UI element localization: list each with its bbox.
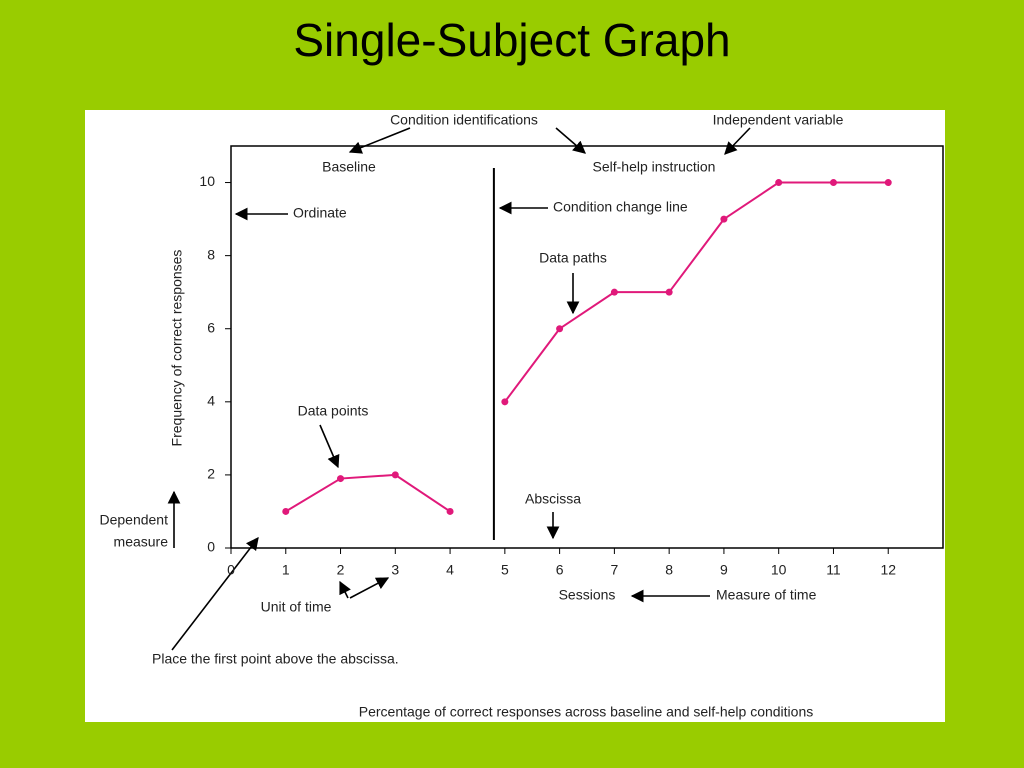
slide-title: Single-Subject Graph <box>293 14 730 66</box>
y-tick-label: 8 <box>207 246 215 262</box>
y-tick-label: 0 <box>207 539 215 555</box>
annotation: Measure of time <box>716 587 817 603</box>
data-path <box>285 473 451 513</box>
data-point <box>720 215 728 223</box>
figure-panel <box>85 110 945 722</box>
x-tick-label: 12 <box>880 562 896 578</box>
x-tick-label: 3 <box>391 562 399 578</box>
y-tick-label: 2 <box>207 466 215 482</box>
plot-frame <box>230 145 944 549</box>
annotation: Independent variable <box>713 112 844 128</box>
y-tick-label: 10 <box>199 173 215 189</box>
x-tick-label: 4 <box>446 562 454 578</box>
caption: Percentage of correct responses across b… <box>359 704 813 720</box>
x-tick-label: 1 <box>282 562 290 578</box>
annotation: Unit of time <box>261 599 332 615</box>
condition-label: Self-help instruction <box>593 159 716 175</box>
data-point <box>665 288 673 296</box>
data-point <box>775 179 783 187</box>
data-point <box>829 179 837 187</box>
annotation: Ordinate <box>293 205 347 221</box>
x-tick-label: 2 <box>337 562 345 578</box>
x-tick-label: 9 <box>720 562 728 578</box>
annotation: measure <box>114 534 169 550</box>
x-tick-label: 0 <box>227 562 235 578</box>
arrows <box>167 127 751 651</box>
y-tick-label: 4 <box>207 393 215 409</box>
data-point <box>446 507 454 515</box>
y-axis-label: Frequency of correct responses <box>169 250 185 447</box>
data-point <box>282 507 290 515</box>
annotation: Condition identifications <box>390 112 538 128</box>
data-point <box>610 288 618 296</box>
x-tick-label: 11 <box>826 562 841 578</box>
annotation: Dependent <box>99 512 168 528</box>
annotation: Data points <box>298 403 369 419</box>
x-tick-label: 6 <box>556 562 564 578</box>
data-point <box>337 475 345 483</box>
data-point <box>884 179 892 187</box>
x-tick-label: 10 <box>771 562 787 578</box>
data-path <box>504 181 889 403</box>
data-point <box>391 471 399 479</box>
x-axis-label: Sessions <box>559 587 616 603</box>
annotation: Place the first point above the abscissa… <box>152 651 399 667</box>
data-point <box>556 325 564 333</box>
data-point <box>501 398 509 406</box>
annotation: Abscissa <box>525 491 581 507</box>
x-tick-label: 5 <box>501 562 509 578</box>
x-tick-label: 8 <box>665 562 673 578</box>
x-tick-label: 7 <box>610 562 618 578</box>
annotation: Condition change line <box>553 199 688 215</box>
y-tick-label: 6 <box>207 319 215 335</box>
annotation: Data paths <box>539 250 607 266</box>
condition-label: Baseline <box>322 159 376 175</box>
